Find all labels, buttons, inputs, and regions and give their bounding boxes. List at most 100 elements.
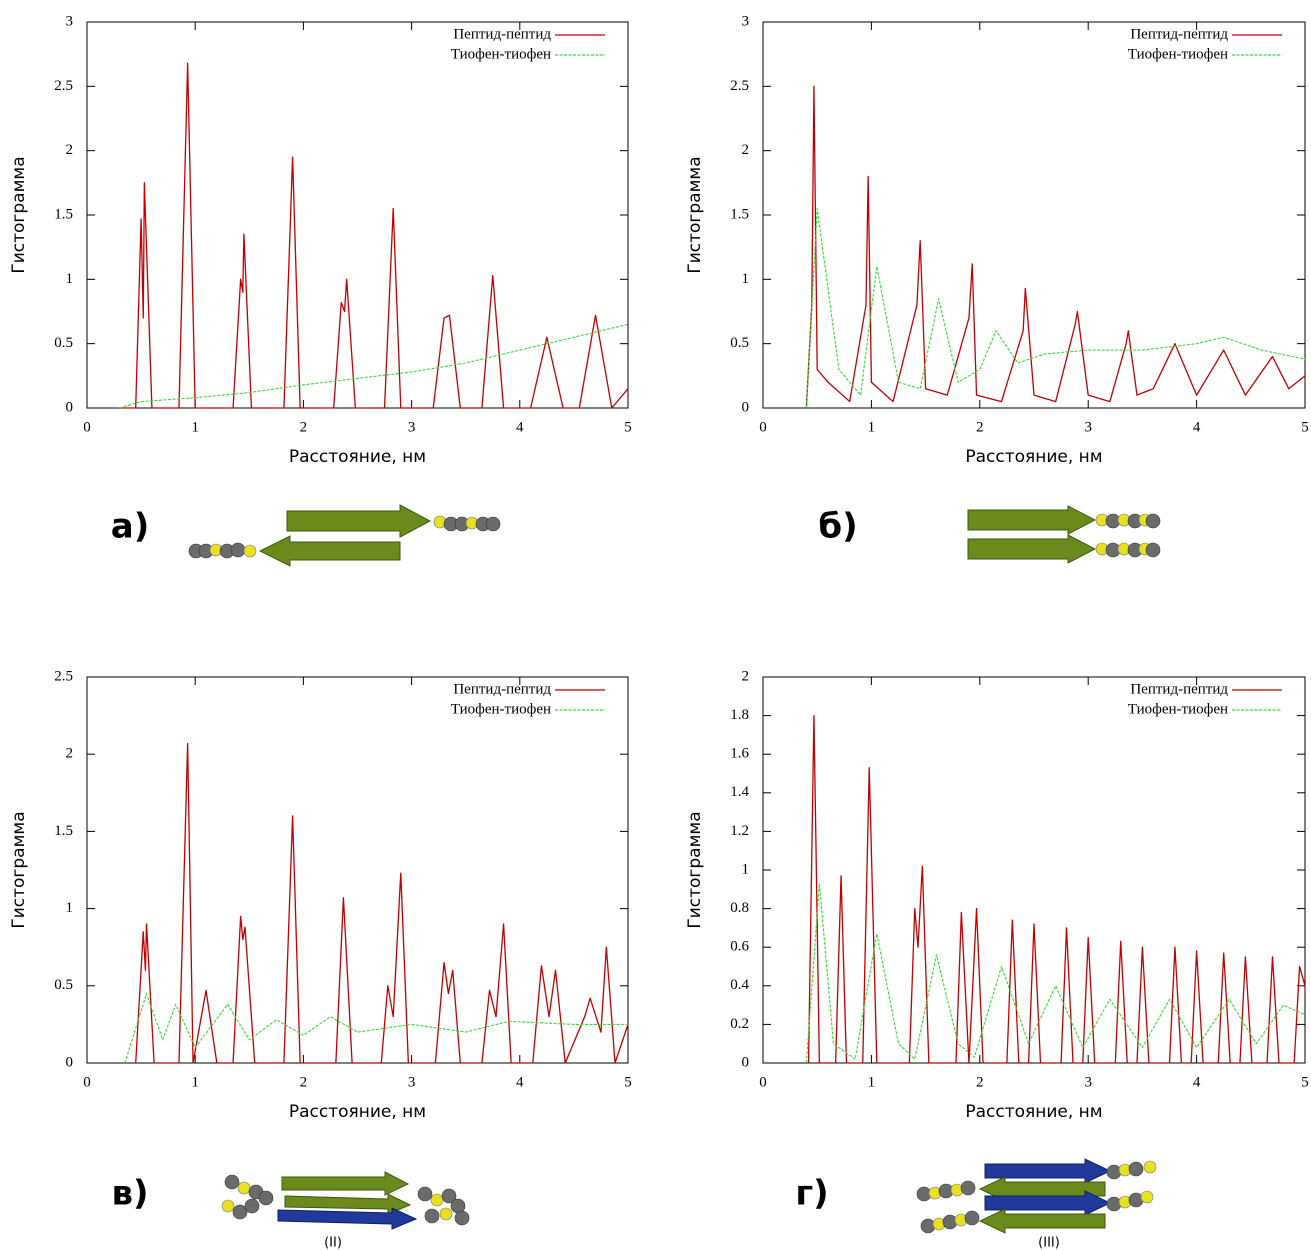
structure-b	[967, 505, 1161, 564]
structure-a	[188, 504, 501, 567]
atom	[1143, 1160, 1157, 1174]
atom	[454, 1210, 470, 1226]
series-line	[805, 208, 1306, 409]
atom	[960, 1180, 976, 1196]
atom	[1128, 1192, 1144, 1208]
x-axis-label: Расстояние, нм	[289, 1102, 426, 1122]
y-tick-label: 1.8	[730, 707, 749, 723]
y-tick-label: 1	[742, 271, 750, 287]
legend-label: Тиофен-тиофен	[451, 46, 551, 62]
y-tick-label: 0.5	[730, 335, 749, 351]
y-tick-label: 0.2	[730, 1016, 749, 1032]
y-axis-label: Гистограмма	[9, 156, 29, 273]
structure-d	[916, 1158, 1157, 1234]
chart: 0 0.5 1 1.5 2 2.5 0 1 2 3 4 5 Расстояние, нм Гистогра…	[9, 668, 632, 1250]
x-tick-label: 0	[83, 1074, 91, 1090]
x-tick-label: 4	[1193, 419, 1201, 435]
atom	[964, 1210, 980, 1226]
y-tick-label: 0	[66, 399, 74, 415]
panel-label: в)	[111, 1174, 148, 1214]
x-axis-label: Расстояние, нм	[289, 447, 426, 467]
y-tick-label: 1.6	[730, 746, 749, 762]
atom	[1140, 1190, 1154, 1204]
x-tick-label: 5	[1301, 419, 1309, 435]
chart: 0 0.5 1 1.5 2 2.5 3 0 1 2 3 4 5 Расстояние, нм Гистогр…	[685, 13, 1309, 546]
x-tick-label: 5	[624, 1074, 632, 1090]
x-tick-label: 1	[191, 419, 199, 435]
y-axis-label: Гистограмма	[9, 811, 29, 928]
series-line	[805, 882, 1306, 1064]
y-tick-label: 2	[742, 142, 750, 158]
strand	[967, 534, 1097, 564]
y-axis-label: Гистограмма	[685, 156, 705, 273]
y-tick-label: 1	[66, 900, 74, 916]
series-line	[124, 992, 628, 1064]
y-tick-label: 0.6	[730, 939, 749, 955]
atom	[1106, 1164, 1122, 1180]
strand	[286, 504, 432, 538]
y-tick-label: 2.5	[54, 78, 73, 94]
y-tick-label: 0.5	[54, 977, 73, 993]
strand	[978, 1208, 1106, 1234]
x-tick-label: 4	[1193, 1074, 1201, 1090]
chart: 0 0.2 0.4 0.6 0.8 1 1.2 1.4 1.6 1.8 2 0 1 2 3 4 5 Расстоя…	[685, 668, 1309, 1250]
y-tick-label: 0	[66, 1054, 74, 1070]
structure-c	[221, 1171, 470, 1230]
plot-frame	[86, 21, 629, 409]
atom	[942, 1214, 958, 1230]
y-tick-label: 3	[742, 13, 750, 29]
y-tick-label: 0	[742, 399, 750, 415]
atom	[1128, 1161, 1144, 1177]
atom	[424, 1208, 440, 1224]
x-tick-label: 2	[300, 1074, 308, 1090]
y-tick-label: 2.5	[730, 78, 749, 94]
y-tick-label: 2	[742, 668, 750, 684]
y-tick-label: 3	[66, 13, 74, 29]
y-tick-label: 0	[742, 1054, 750, 1070]
legend-label: Тиофен-тиофен	[1128, 701, 1228, 717]
atom	[221, 1199, 235, 1213]
x-tick-label: 1	[191, 1074, 199, 1090]
strand	[284, 1193, 412, 1215]
legend-label: Тиофен-тиофен	[1128, 46, 1228, 62]
atom	[244, 1198, 260, 1214]
series-line	[119, 62, 629, 409]
y-tick-label: 0.8	[730, 900, 749, 916]
x-tick-label: 4	[516, 419, 524, 435]
x-tick-label: 0	[83, 419, 91, 435]
strand	[984, 1190, 1112, 1216]
atom	[441, 1188, 457, 1204]
x-tick-label: 3	[408, 419, 416, 435]
legend-label: Пептид-пептид	[453, 681, 551, 697]
atom	[485, 516, 501, 532]
x-tick-label: 2	[300, 419, 308, 435]
y-tick-label: 1	[66, 271, 74, 287]
panel-label: г)	[795, 1174, 828, 1214]
atom	[232, 1204, 248, 1220]
atom	[224, 1174, 240, 1190]
series-line	[135, 742, 629, 1064]
strand	[281, 1171, 410, 1196]
y-tick-label: 1.5	[54, 206, 73, 222]
x-tick-label: 4	[516, 1074, 524, 1090]
strand	[967, 505, 1097, 535]
x-tick-label: 3	[1084, 419, 1092, 435]
structure-label: (III)	[1038, 1236, 1060, 1250]
x-tick-label: 5	[1301, 1074, 1309, 1090]
atom	[230, 542, 246, 558]
y-tick-label: 0.4	[730, 977, 749, 993]
x-tick-label: 3	[1084, 1074, 1092, 1090]
y-tick-label: 2	[66, 142, 74, 158]
y-tick-label: 1.5	[730, 206, 749, 222]
y-tick-label: 1.2	[730, 823, 749, 839]
atom	[237, 1181, 251, 1195]
legend-label: Пептид-пептид	[1130, 26, 1228, 42]
atom	[243, 544, 257, 558]
series-line	[807, 714, 1306, 1064]
panel-label: а)	[111, 507, 149, 547]
strand	[984, 1158, 1112, 1184]
legend-label: Пептид-пептид	[453, 26, 551, 42]
x-tick-label: 1	[868, 1074, 876, 1090]
x-tick-label: 2	[976, 419, 984, 435]
